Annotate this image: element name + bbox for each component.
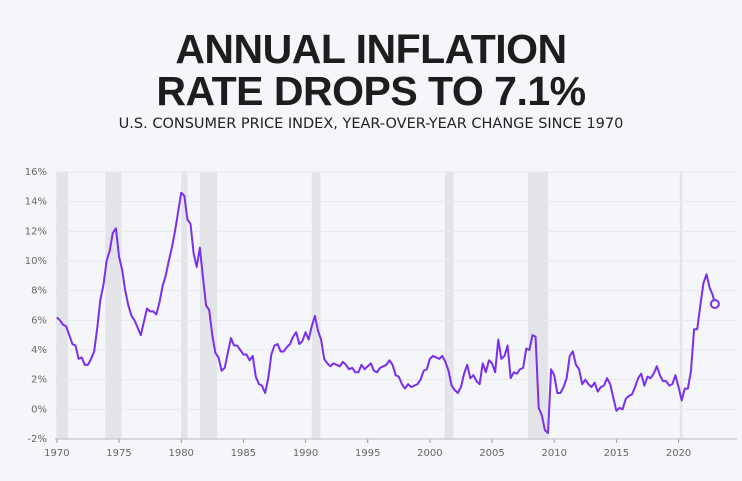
x-tick-label: 2005 xyxy=(479,448,504,459)
chart-subtitle: U.S. CONSUMER PRICE INDEX, YEAR-OVER-YEA… xyxy=(118,116,624,132)
x-tick-label: 2010 xyxy=(541,448,566,459)
x-tick-label: 1980 xyxy=(168,448,193,459)
y-tick-label: 0% xyxy=(31,404,47,415)
x-tick-label: 1990 xyxy=(293,448,318,459)
x-tick-label: 2000 xyxy=(417,448,442,459)
recession-band xyxy=(105,172,122,439)
recession-band xyxy=(56,172,69,439)
y-tick-label: 2% xyxy=(31,375,47,386)
chart-title: ANNUAL INFLATION RATE DROPS TO 7.1% xyxy=(156,26,586,114)
recession-band xyxy=(181,172,188,439)
data-line xyxy=(56,191,716,435)
recession-band xyxy=(444,172,454,439)
latest-point xyxy=(709,299,720,310)
y-tick-label: 16% xyxy=(25,167,47,178)
x-tick-label: 1985 xyxy=(231,448,256,459)
y-tick-label: 14% xyxy=(25,197,47,208)
y-tick-label: 4% xyxy=(31,345,47,356)
y-tick-label: 6% xyxy=(31,315,47,326)
x-tick-label: 1970 xyxy=(44,448,69,459)
recession-band xyxy=(199,172,218,439)
x-tick-label: 2015 xyxy=(604,448,629,459)
y-tick-label: -2% xyxy=(28,434,47,445)
y-tick-label: 12% xyxy=(25,226,47,237)
recession-band xyxy=(528,172,549,439)
y-tick-label: 8% xyxy=(31,286,47,297)
recession-band xyxy=(679,172,683,439)
x-tick-label: 1975 xyxy=(106,448,131,459)
y-tick-label: 10% xyxy=(25,256,47,267)
recession-band xyxy=(311,172,321,439)
x-tick-label: 2020 xyxy=(666,448,691,459)
x-tick-label: 1995 xyxy=(355,448,380,459)
